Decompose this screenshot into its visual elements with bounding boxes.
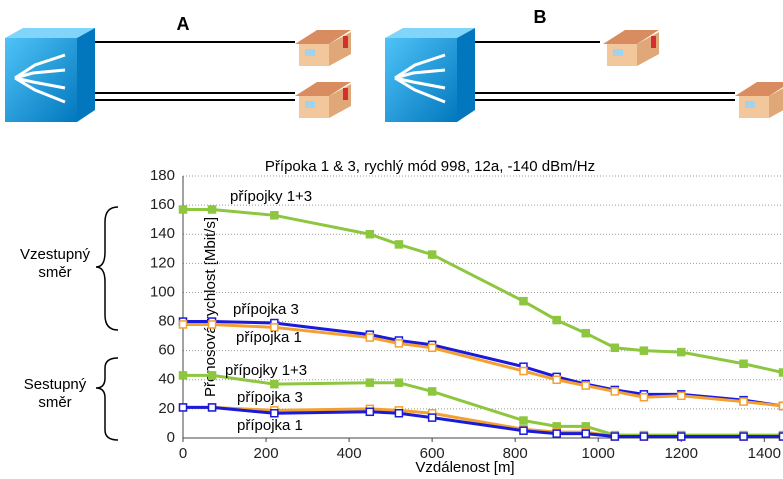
point xyxy=(178,403,188,412)
point xyxy=(677,432,686,441)
y-tick-label: 120 xyxy=(150,254,175,271)
x-tick-label: 800 xyxy=(503,445,528,462)
point xyxy=(519,296,528,306)
point xyxy=(519,426,528,435)
point xyxy=(639,392,649,402)
x-axis-label: Vzdálenost [m] xyxy=(415,459,514,476)
y-tick-label: 80 xyxy=(158,313,175,330)
point xyxy=(610,432,620,441)
point xyxy=(207,320,217,329)
series-line xyxy=(183,322,783,408)
point xyxy=(365,407,375,417)
point xyxy=(778,432,783,441)
scenario-label: B xyxy=(534,7,547,27)
scenario-label: A xyxy=(177,14,190,34)
point xyxy=(639,346,649,355)
brace xyxy=(95,357,119,441)
point xyxy=(519,366,528,376)
point xyxy=(519,416,528,425)
diagram: A B xyxy=(3,7,783,124)
point xyxy=(178,371,188,380)
y-tick-label: 40 xyxy=(158,371,175,388)
series-label: přípojka 1 xyxy=(237,417,303,434)
brace xyxy=(95,206,119,331)
x-tick-label: 1400 xyxy=(748,445,781,462)
point xyxy=(394,378,404,387)
point xyxy=(427,343,437,353)
y-tick-label: 160 xyxy=(150,196,175,213)
point xyxy=(270,409,279,418)
point xyxy=(394,339,404,348)
point xyxy=(610,387,620,396)
y-tick-label: 60 xyxy=(158,342,175,359)
x-tick-label: 200 xyxy=(254,445,279,462)
point xyxy=(207,371,217,380)
y-axis-label: Přenosová rychlost [Mbit/s] xyxy=(202,217,219,397)
series-line xyxy=(183,207,783,374)
chart-title: Přípoka 1 & 3, rychlý mód 998, 12a, -140… xyxy=(265,158,595,175)
x-tick-label: 1200 xyxy=(665,445,698,462)
point xyxy=(427,250,437,259)
point xyxy=(552,375,561,385)
point xyxy=(610,343,620,353)
series-line xyxy=(183,405,783,439)
y-tick-label: 180 xyxy=(150,167,175,184)
series-label: přípojka 3 xyxy=(233,301,299,318)
point xyxy=(270,323,279,332)
point xyxy=(365,333,375,342)
point xyxy=(427,387,437,396)
x-tick-label: 1000 xyxy=(582,445,615,462)
point xyxy=(778,368,783,377)
point xyxy=(552,429,561,438)
series-line xyxy=(183,320,783,408)
point xyxy=(427,413,437,422)
point xyxy=(581,328,591,338)
x-tick-label: 600 xyxy=(420,445,445,462)
point xyxy=(552,315,561,325)
x-tick-label: 0 xyxy=(179,445,187,462)
y-tick-label: 140 xyxy=(150,225,175,242)
point xyxy=(365,229,375,239)
point xyxy=(639,432,649,441)
y-tick-label: 100 xyxy=(150,283,175,300)
point xyxy=(207,403,217,412)
point xyxy=(394,409,404,418)
point xyxy=(739,432,748,441)
point xyxy=(677,347,686,357)
point xyxy=(178,205,188,214)
side-label: směr xyxy=(38,394,71,411)
point xyxy=(365,378,375,387)
y-tick-label: 0 xyxy=(167,429,175,446)
point xyxy=(581,429,591,438)
side-label: směr xyxy=(38,264,71,281)
point xyxy=(207,205,217,214)
point xyxy=(677,391,686,401)
point xyxy=(394,240,404,249)
series-label: přípojky 1+3 xyxy=(225,362,307,379)
y-tick-label: 20 xyxy=(158,400,175,417)
point xyxy=(270,211,279,220)
point xyxy=(739,397,748,406)
series-label: přípojky 1+3 xyxy=(230,188,312,205)
x-tick-label: 400 xyxy=(337,445,362,462)
point xyxy=(778,401,783,411)
point xyxy=(270,379,279,389)
side-label: Vzestupný xyxy=(20,246,91,263)
series-label: přípojka 3 xyxy=(237,389,303,406)
point xyxy=(739,359,748,369)
side-label: Sestupný xyxy=(24,376,87,393)
point xyxy=(581,381,591,390)
series-label: přípojka 1 xyxy=(236,329,302,346)
point xyxy=(178,320,188,329)
